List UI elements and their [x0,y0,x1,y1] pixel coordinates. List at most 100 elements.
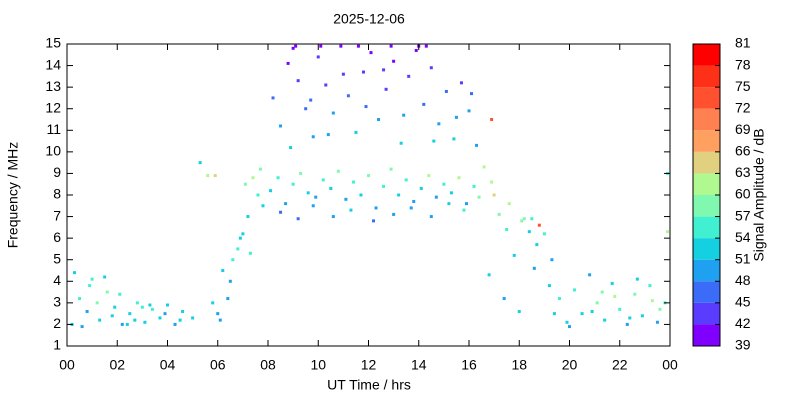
x-tick-label: 18 [511,357,527,373]
data-point [299,171,303,175]
data-point [241,232,245,236]
colorbar-tick-label: 48 [735,272,751,288]
data-point [429,66,433,70]
data-point [163,312,167,316]
data-point [600,290,604,294]
y-tick-label: 2 [53,315,61,331]
x-tick-label: 16 [461,357,477,373]
data-point [354,130,358,134]
data-point [349,208,353,212]
data-point [580,312,584,316]
data-point [364,105,368,109]
x-tick-label: 10 [310,357,326,373]
data-point [284,202,288,206]
data-point [568,325,571,329]
data-point [384,87,388,91]
data-point [505,228,509,232]
data-point [218,318,222,322]
data-point [590,309,594,313]
data-point [527,230,531,234]
data-point [251,176,255,180]
data-point [613,294,617,298]
data-point [419,187,423,191]
data-point [231,258,235,262]
data-point [625,322,629,326]
colorbar-tick-label: 39 [735,337,751,353]
data-point [309,98,313,102]
data-point [487,273,491,277]
colorbar-tick-label: 57 [735,207,751,223]
data-point [547,284,551,288]
data-point [73,271,77,275]
data-point [95,301,99,305]
data-point [311,135,315,139]
x-tick-label: 20 [562,357,578,373]
colorbar-swatch [693,65,720,88]
colorbar-swatch [693,216,720,239]
x-tick-label: 06 [210,357,226,373]
colorbar-swatch [693,259,720,282]
data-point [434,195,438,199]
data-point [316,55,320,59]
colorbar-swatch [693,130,720,152]
data-point [537,223,541,227]
data-point [319,44,323,48]
data-point [382,184,386,188]
colorbar-swatch [693,195,720,217]
x-axis-label: UT Time / hrs [327,377,411,393]
data-point [336,169,340,173]
data-point [512,253,516,257]
data-point [542,232,546,236]
data-point [477,195,481,199]
colorbar-label: Signal Amplitude / dB [751,128,767,261]
colorbar-swatch [693,151,720,174]
y-tick-label: 13 [45,78,61,94]
x-tick-label: 00 [662,357,678,373]
data-point [462,208,466,212]
data-point [269,189,273,193]
y-tick-label: 6 [53,229,61,245]
x-tick-label: 14 [411,357,427,373]
data-point [105,290,109,294]
x-tick-label: 02 [109,357,125,373]
data-point [389,44,393,48]
data-point [191,316,195,320]
data-point [178,318,182,322]
data-point [88,284,92,288]
chart-title: 2025-12-06 [333,11,405,27]
colorbar-tick-label: 75 [735,78,751,94]
data-point [648,284,652,288]
data-point [588,273,592,277]
data-point [85,309,89,313]
data-point [389,167,393,171]
data-point [321,178,325,182]
data-point [382,68,386,72]
data-point [467,109,471,113]
data-point [296,217,300,221]
data-point [128,312,132,316]
data-point [658,307,662,311]
data-point [286,61,290,65]
data-point [110,314,114,318]
y-tick-label: 4 [53,272,61,288]
colorbar-swatch [693,281,720,303]
data-point [444,89,448,93]
data-point [143,320,147,324]
data-point [331,215,335,219]
x-tick-label: 22 [612,357,628,373]
data-point [490,180,494,184]
data-point [517,309,521,313]
data-point [206,174,210,178]
data-point [306,191,310,195]
data-point [552,312,556,316]
data-point [339,44,343,48]
data-point [452,137,456,141]
colorbar-swatch [693,173,720,195]
x-tick-label: 08 [260,357,276,373]
data-point [236,247,240,251]
data-point [291,46,295,50]
data-point [291,182,295,186]
data-point [392,212,396,216]
data-point [198,161,202,165]
